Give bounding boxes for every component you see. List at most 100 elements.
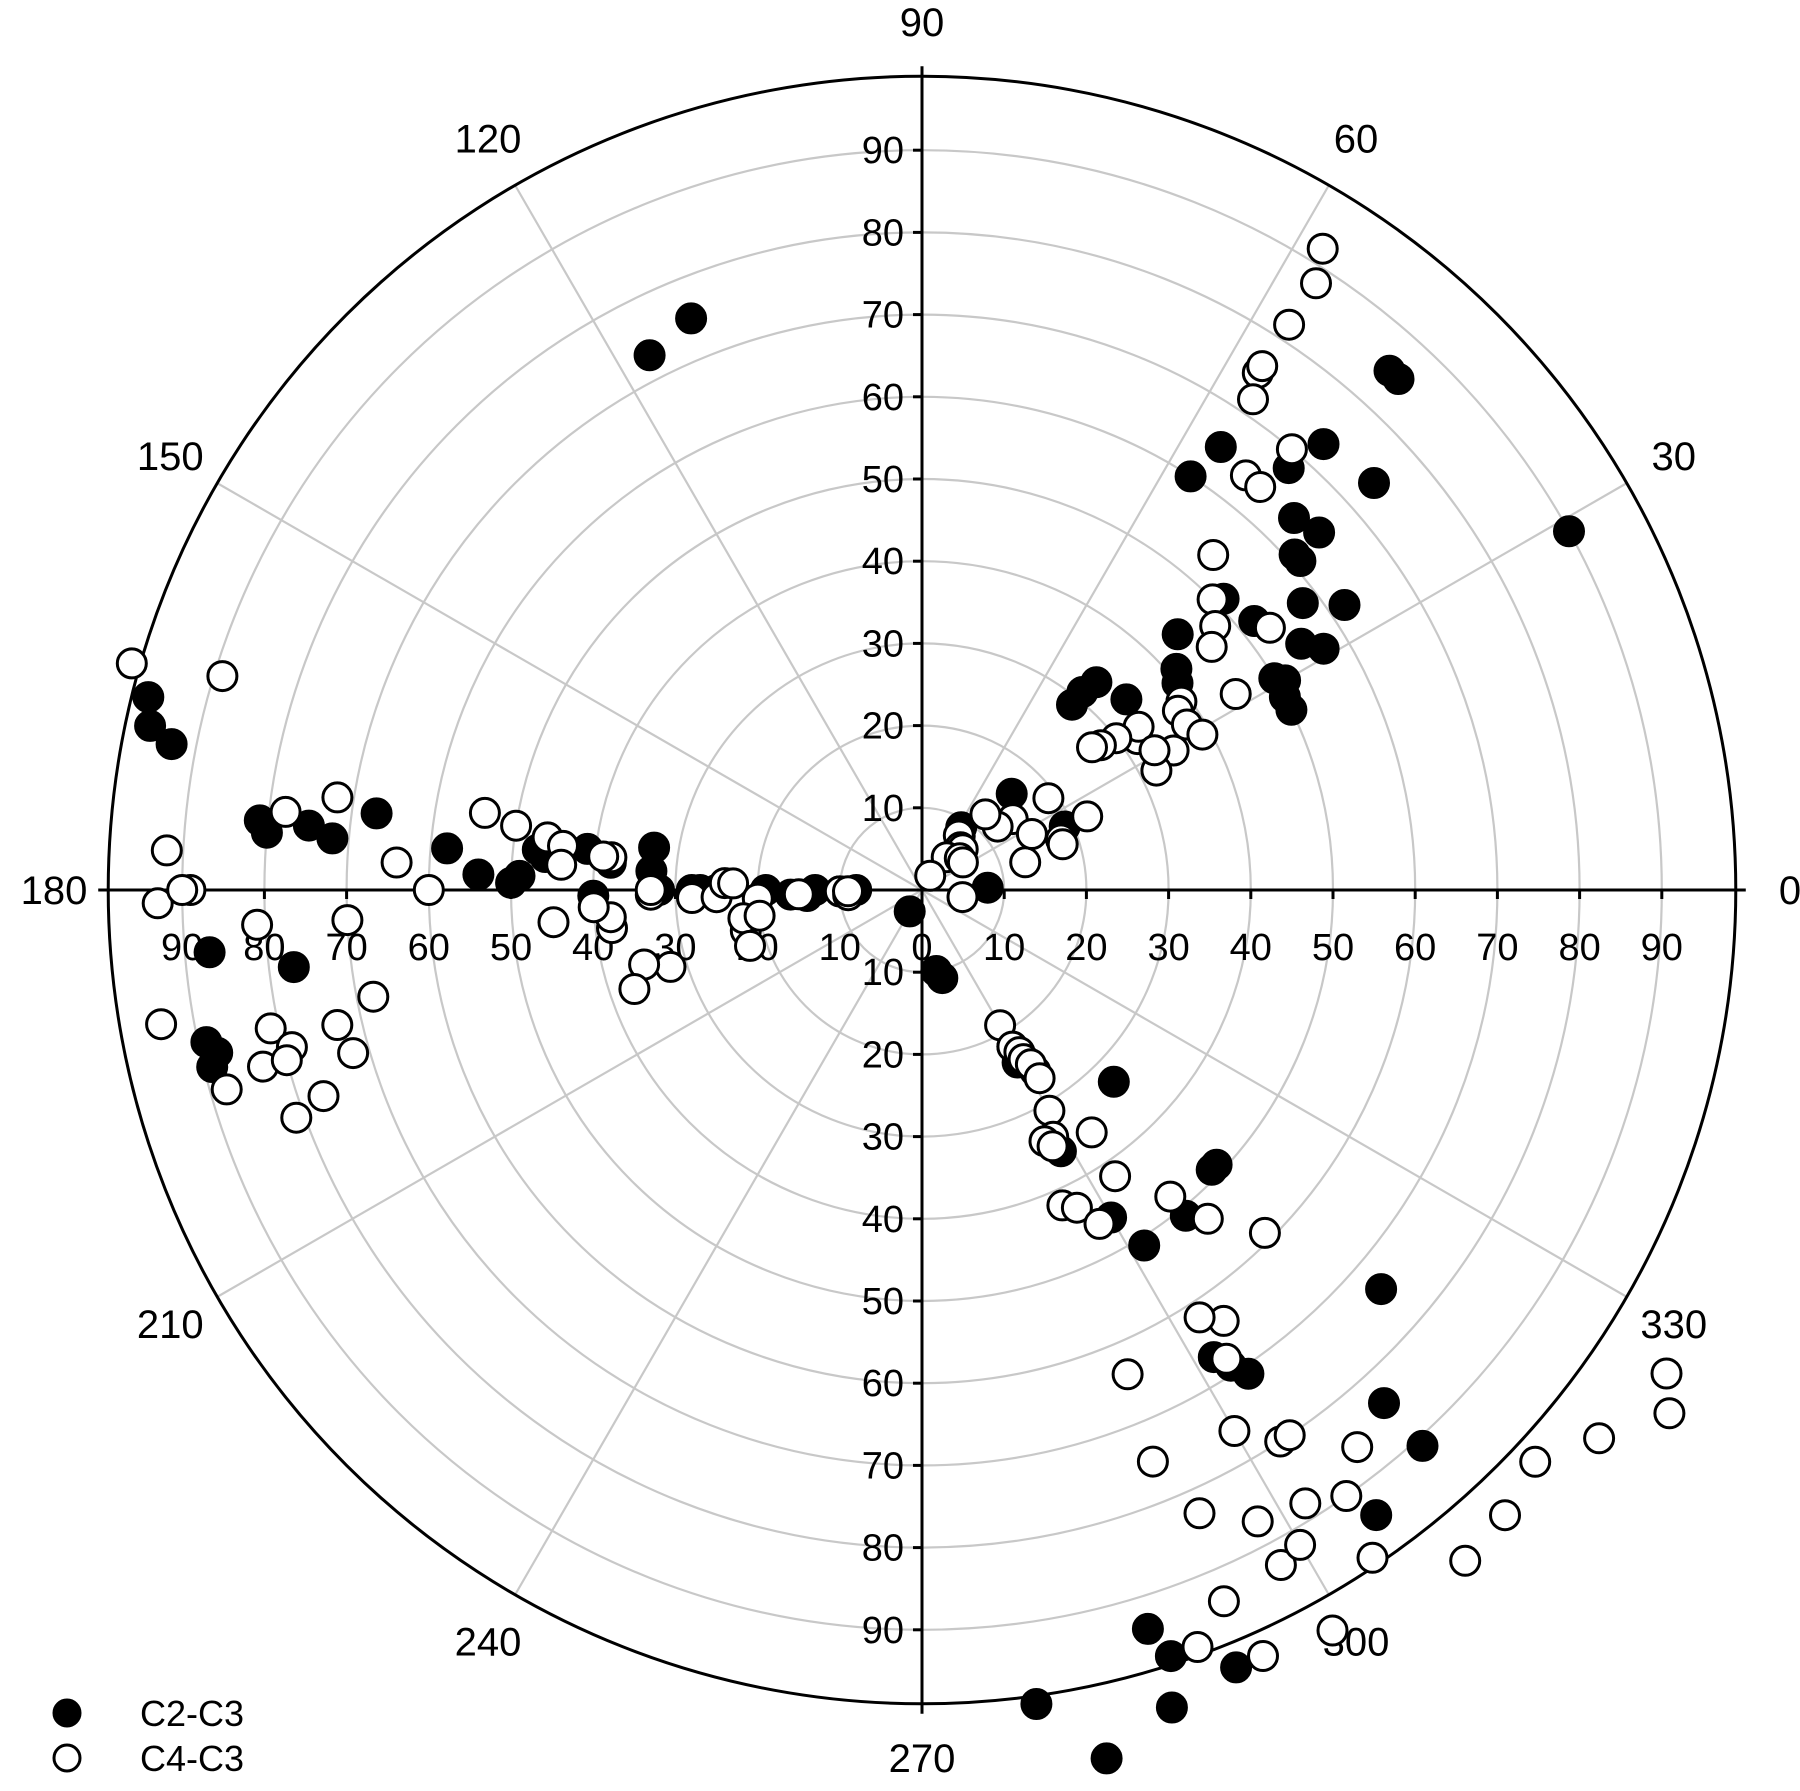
- c4-c3-point: [1356, 1541, 1389, 1574]
- c4-c3-point: [412, 874, 445, 906]
- c4-c3-point: [1653, 1397, 1686, 1430]
- c2-c3-point: [1365, 1273, 1398, 1306]
- c4-c3-point: [380, 846, 413, 879]
- c2-c3-point: [1090, 1742, 1123, 1775]
- legend-label: C4-C3: [140, 1738, 244, 1779]
- c2-c3-point: [1285, 627, 1318, 660]
- angle-tick-label: 210: [137, 1303, 204, 1347]
- radial-tick-label: 30: [862, 1117, 904, 1159]
- c2-c3-point: [277, 951, 310, 984]
- radial-tick-label: 80: [862, 212, 904, 254]
- radial-tick-label: 50: [862, 1281, 904, 1323]
- c4-c3-point: [1583, 1422, 1616, 1455]
- polar-axes: [98, 66, 1746, 1714]
- radial-tick-label: 70: [1476, 927, 1518, 969]
- c2-c3-point: [1131, 1612, 1164, 1645]
- c4-c3-point: [1244, 471, 1277, 503]
- c4-c3-point: [1196, 583, 1229, 616]
- radial-tick-label: 10: [862, 952, 904, 994]
- radial-tick-label: 60: [862, 1363, 904, 1405]
- c4-c3-point: [1154, 1180, 1187, 1213]
- data-points: [115, 232, 1686, 1775]
- c4-c3-point: [357, 980, 390, 1013]
- c4-c3-point: [1181, 1631, 1214, 1663]
- c4-c3-point: [1330, 1480, 1363, 1512]
- c4-c3-point: [743, 899, 776, 932]
- c4-c3-point: [1032, 782, 1065, 815]
- radial-tick-labels: 0101010102020202030303030404040405050505…: [161, 130, 1683, 1652]
- radial-tick-label: 90: [862, 1610, 904, 1652]
- angle-tick-label: 60: [1334, 117, 1379, 161]
- c4-c3-point: [321, 781, 354, 814]
- c4-c3-point: [1273, 1419, 1306, 1452]
- radial-tick-label: 40: [862, 1199, 904, 1241]
- c2-c3-point: [193, 936, 226, 969]
- c4-c3-point: [654, 950, 687, 983]
- c4-c3-point: [1273, 308, 1306, 341]
- c4-c3-point: [1191, 1202, 1224, 1235]
- c4-c3-point: [206, 660, 239, 693]
- radial-tick-label: 10: [819, 927, 861, 969]
- c4-c3-point: [1023, 1062, 1056, 1095]
- c4-c3-point: [1248, 1216, 1281, 1249]
- c4-c3-point: [1449, 1544, 1482, 1577]
- c4-c3-point: [141, 887, 174, 920]
- c4-c3-point: [634, 874, 667, 906]
- c4-c3-point: [1306, 232, 1339, 265]
- c2-c3-point: [1406, 1429, 1439, 1462]
- c2-c3-point: [1161, 618, 1194, 651]
- c4-c3-point: [280, 1101, 313, 1134]
- c4-c3-point: [241, 908, 274, 941]
- c2-c3-point: [1373, 354, 1406, 387]
- c2-c3-point: [1275, 693, 1308, 726]
- c4-c3-point: [1210, 1342, 1243, 1375]
- c4-c3-point: [1138, 734, 1171, 767]
- radial-tick-label: 10: [983, 927, 1025, 969]
- c4-c3-point: [537, 906, 570, 939]
- grid-spoke: [921, 889, 1628, 1298]
- c2-c3-point: [1154, 1640, 1187, 1673]
- c2-c3-point: [1232, 1357, 1265, 1390]
- c2-c3-point: [1328, 589, 1361, 621]
- c4-c3-point: [1195, 630, 1228, 663]
- c4-c3-point: [115, 647, 148, 680]
- radial-tick-label: 50: [862, 459, 904, 501]
- c4-c3-point: [1284, 1528, 1317, 1561]
- c2-c3-point: [155, 728, 188, 761]
- c4-c3-point: [1033, 1094, 1066, 1127]
- c4-c3-point: [587, 840, 620, 873]
- c4-c3-point: [1075, 1116, 1108, 1149]
- c4-c3-point: [1060, 1191, 1093, 1224]
- radial-tick-label: 80: [1558, 927, 1600, 969]
- c2-c3-point: [1278, 502, 1310, 534]
- angle-tick-label: 120: [455, 117, 522, 161]
- c4-c3-point: [1218, 1415, 1251, 1447]
- c4-c3-point: [1015, 818, 1048, 850]
- radial-tick-label: 70: [862, 295, 904, 337]
- c4-c3-point: [1300, 267, 1332, 300]
- c4-c3-point: [1316, 1614, 1349, 1647]
- angle-tick-label: 0: [1779, 869, 1800, 913]
- c2-c3-point: [1286, 587, 1319, 620]
- c4-c3-point: [577, 891, 610, 924]
- radial-tick-label: 90: [862, 130, 904, 172]
- c4-c3-point: [337, 1037, 370, 1070]
- angle-tick-label: 240: [455, 1621, 522, 1665]
- c2-c3-point: [431, 832, 464, 865]
- c4-c3-point: [321, 1009, 354, 1041]
- c4-c3-point: [1083, 1207, 1116, 1240]
- angle-tick-label: 270: [889, 1737, 956, 1781]
- radial-tick-label: 30: [862, 623, 904, 665]
- radial-tick-label: 20: [862, 1034, 904, 1076]
- c4-c3-point: [1111, 1358, 1144, 1391]
- c4-c3-point: [1241, 1505, 1274, 1538]
- grid-spoke: [514, 184, 923, 891]
- radial-tick-label: 40: [1230, 927, 1272, 969]
- c2-c3-point: [1204, 431, 1237, 463]
- c4-c3-point: [782, 878, 815, 911]
- c4-c3-point: [1489, 1499, 1521, 1532]
- c2-c3-point: [132, 681, 165, 714]
- legend-label: C2-C3: [140, 1693, 244, 1734]
- radial-tick-label: 10: [862, 788, 904, 830]
- angle-tick-label: 180: [21, 869, 88, 913]
